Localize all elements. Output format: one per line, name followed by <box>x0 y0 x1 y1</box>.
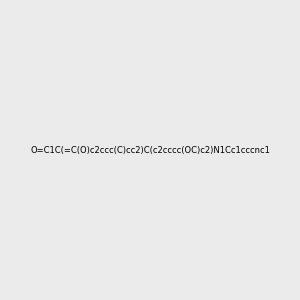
Text: O=C1C(=C(O)c2ccc(C)cc2)C(c2cccc(OC)c2)N1Cc1cccnc1: O=C1C(=C(O)c2ccc(C)cc2)C(c2cccc(OC)c2)N1… <box>30 146 270 154</box>
